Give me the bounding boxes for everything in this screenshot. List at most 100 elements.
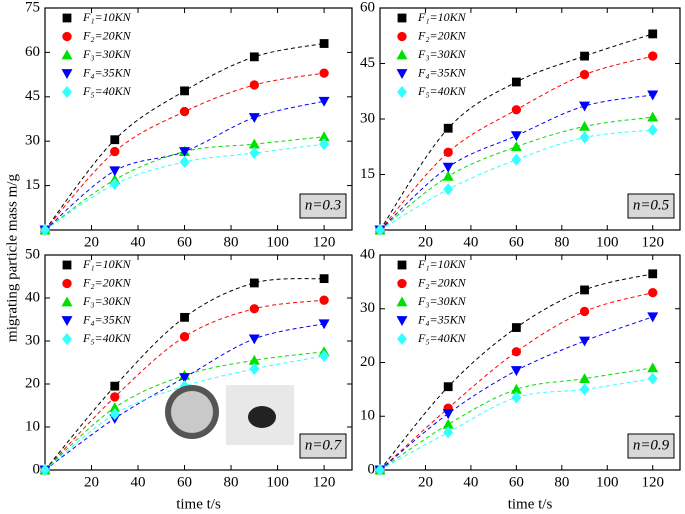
series: F₂=20KN — [40, 275, 329, 475]
y-tick-label: 60 — [25, 44, 40, 60]
legend-label: F₃=30KN — [417, 294, 467, 308]
marker — [110, 392, 120, 402]
legend-marker — [61, 69, 73, 79]
y-tick-label: 30 — [360, 300, 375, 316]
x-tick-label: 80 — [554, 234, 569, 250]
marker — [579, 69, 590, 80]
legend-marker — [62, 278, 72, 289]
marker — [647, 312, 659, 323]
marker — [580, 285, 589, 295]
series: F₁=10KN — [40, 257, 329, 475]
marker — [648, 269, 658, 279]
y-axis-label: migrating particle mass m/g — [4, 174, 20, 342]
series: F₅=40KN — [40, 84, 330, 237]
marker — [443, 123, 453, 133]
fit-curve — [379, 33, 653, 231]
marker — [249, 52, 259, 62]
x-tick-label: 120 — [313, 234, 336, 250]
legend-label: F₂=20KN — [417, 275, 467, 289]
marker — [511, 323, 521, 332]
legend-marker — [62, 85, 72, 99]
fit-curve — [379, 367, 653, 471]
x-tick-label: 20 — [418, 474, 433, 490]
photo-cup-inner — [171, 391, 213, 433]
fit-curve — [44, 323, 325, 471]
marker — [443, 382, 453, 392]
marker — [179, 147, 191, 158]
legend-marker — [396, 296, 408, 307]
legend-marker — [397, 332, 407, 346]
plot-frame — [44, 7, 353, 231]
marker — [319, 68, 329, 78]
x-tick-label: 80 — [224, 234, 239, 250]
marker — [248, 138, 260, 149]
fit-curve — [44, 299, 325, 471]
marker — [180, 312, 189, 322]
legend-marker — [61, 316, 73, 326]
y-tick-label: 40 — [25, 289, 40, 305]
marker — [318, 131, 330, 142]
legend-label: F₁=10KN — [82, 10, 132, 24]
legend-label: F₂=20KN — [82, 28, 132, 42]
legend-label: F₂=20KN — [417, 28, 467, 42]
marker — [443, 183, 454, 196]
marker — [110, 135, 120, 145]
x-tick-label: 120 — [641, 474, 664, 490]
marker — [579, 336, 591, 347]
x-tick-label: 120 — [641, 234, 664, 250]
annotation: n=0.7 — [305, 437, 343, 453]
marker — [511, 77, 521, 87]
y-tick-label: 30 — [25, 133, 40, 149]
marker — [579, 373, 591, 384]
y-tick-label: 0 — [368, 461, 376, 477]
marker — [248, 354, 260, 365]
marker — [375, 463, 385, 477]
marker — [249, 278, 259, 288]
marker — [319, 274, 329, 284]
marker — [443, 426, 454, 439]
fit-curve — [44, 278, 325, 471]
x-tick-label: 100 — [596, 234, 619, 250]
legend-label: F₅=40KN — [82, 331, 132, 345]
x-tick-label: 20 — [418, 234, 433, 250]
marker — [648, 29, 658, 39]
marker — [579, 306, 590, 317]
y-tick-label: 30 — [25, 332, 40, 348]
marker — [249, 80, 259, 90]
legend-marker — [61, 49, 73, 60]
x-tick-label: 40 — [131, 234, 146, 250]
x-tick-label: 60 — [177, 474, 192, 490]
marker — [248, 113, 260, 124]
series: F₁=10KN — [375, 10, 658, 235]
fit-curve — [379, 129, 653, 231]
series: F₅=40KN — [375, 84, 658, 237]
legend-marker — [62, 332, 72, 346]
marker — [109, 408, 120, 421]
y-tick-label: 15 — [360, 166, 375, 182]
fit-curve — [44, 43, 325, 231]
x-tick-label: 40 — [463, 234, 478, 250]
marker — [375, 223, 385, 237]
x-tick-label: 120 — [313, 474, 336, 490]
y-tick-label: 15 — [25, 177, 40, 193]
marker — [510, 366, 522, 377]
legend-marker — [397, 278, 407, 289]
x-tick-label: 40 — [463, 474, 478, 490]
x-axis-label: time t/s — [176, 496, 221, 512]
marker — [319, 138, 330, 151]
y-tick-label: 20 — [360, 354, 375, 370]
marker — [40, 463, 50, 477]
marker — [579, 383, 590, 396]
annotation: n=0.3 — [305, 197, 341, 213]
photo-sample — [248, 406, 276, 428]
legend-label: F₃=30KN — [82, 47, 132, 61]
marker — [110, 146, 120, 157]
y-tick-label: 0 — [33, 461, 41, 477]
y-tick-label: 75 — [25, 0, 40, 15]
annotation-box — [627, 433, 675, 459]
legend-marker — [397, 85, 407, 99]
y-tick-label: 50 — [25, 246, 40, 262]
marker — [179, 373, 191, 384]
fit-curve — [379, 273, 653, 471]
marker — [40, 223, 50, 237]
